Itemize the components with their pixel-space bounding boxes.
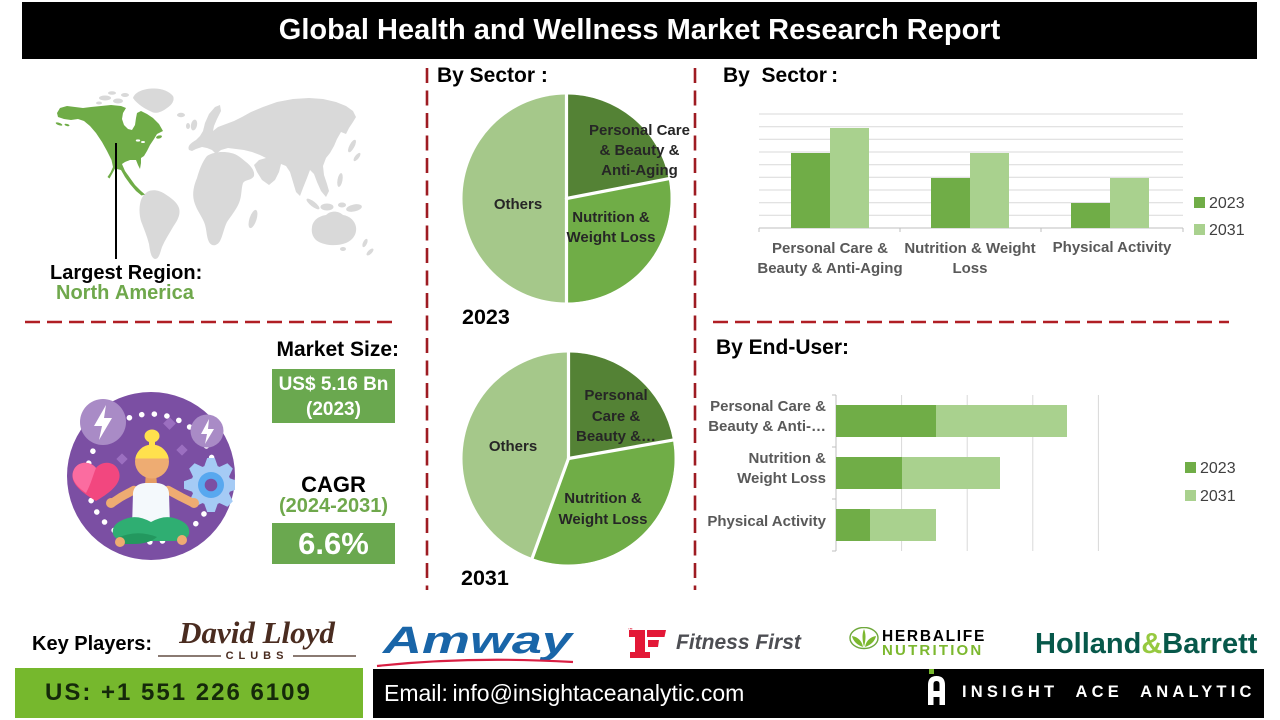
svg-text:TM: TM <box>628 628 633 631</box>
